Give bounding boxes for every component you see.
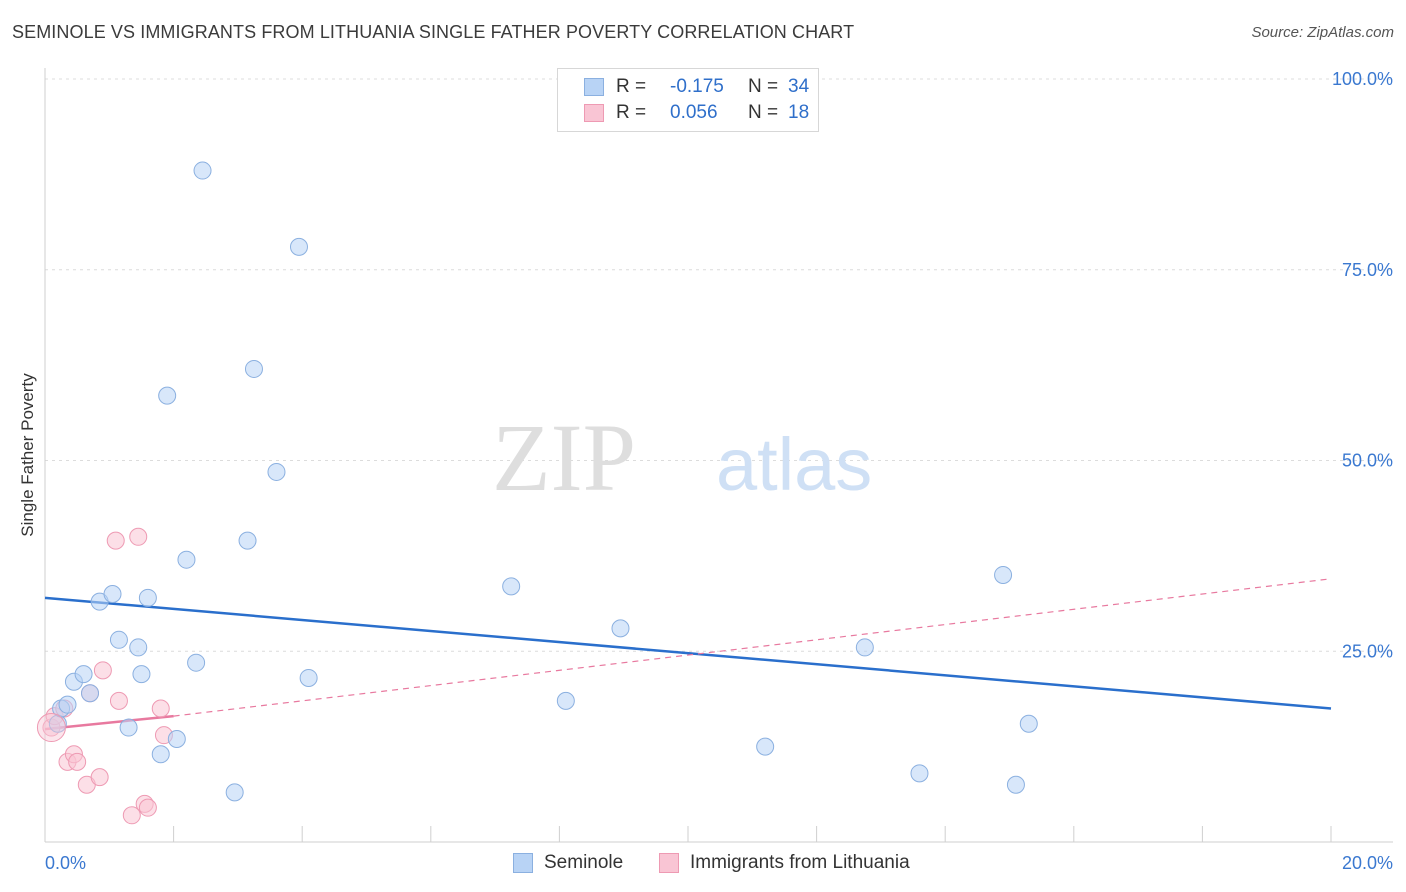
tick-labels: 25.0% 50.0% 75.0% 100.0% 0.0% 20.0% (45, 69, 1393, 873)
seminole-point (556, 691, 575, 710)
watermark: ZIP atlas (492, 404, 872, 511)
seminole-point (756, 737, 775, 756)
correlation-legend: R = -0.175 N = 34 R = 0.056 N = 18 (557, 68, 819, 132)
seminole-point (132, 665, 151, 684)
watermark-zip: ZIP (492, 404, 636, 511)
seminole-point (103, 585, 122, 604)
chart-title: SEMINOLE VS IMMIGRANTS FROM LITHUANIA SI… (12, 22, 855, 42)
lithuania-point (109, 691, 128, 710)
lithuania-swatch (659, 853, 679, 873)
seminole-point (225, 783, 244, 802)
lithuania-point (93, 661, 112, 680)
axes (44, 68, 1393, 843)
seminole-point (994, 565, 1013, 584)
seminole-point (167, 729, 186, 748)
lithuania-point (106, 531, 125, 550)
y-tick-label: 50.0% (1342, 451, 1393, 471)
x-tick-label-min: 0.0% (45, 853, 86, 873)
lithuania-point (122, 806, 141, 825)
seminole-point (187, 653, 206, 672)
seminole-swatch (584, 78, 604, 96)
seminole-point (244, 359, 263, 378)
y-tick-label: 75.0% (1342, 260, 1393, 280)
n-label: N = (748, 102, 779, 123)
seminole-point (299, 668, 318, 687)
seminole-point (267, 462, 286, 481)
seminole-point (177, 550, 196, 569)
data-points (36, 161, 1038, 825)
seminole-trend-line (44, 596, 1332, 710)
watermark-atlas: atlas (716, 423, 872, 506)
n-value: 18 (788, 102, 810, 123)
seminole-point (58, 695, 77, 714)
seminole-point (1006, 775, 1025, 794)
seminole-swatch (513, 853, 533, 873)
seminole-point (855, 638, 874, 657)
lithuania-point (129, 527, 148, 546)
seminole-point (910, 764, 929, 783)
source-label: Source: ZipAtlas.com (1251, 24, 1394, 41)
lithuania-trend-line (44, 714, 174, 731)
seminole-point (158, 386, 177, 405)
seminole-point (193, 161, 212, 180)
seminole-point (138, 588, 157, 607)
lithuania-point (68, 752, 87, 771)
legend-label-seminole: Seminole (544, 852, 624, 873)
seminole-point (119, 718, 138, 737)
seminole-point (611, 619, 630, 638)
series-legend: Seminole Immigrants from Lithuania (0, 852, 1406, 878)
lithuania-swatch (584, 104, 604, 122)
x-tick-label-max: 20.0% (1342, 853, 1393, 873)
n-value: 34 (788, 76, 810, 97)
legend-item-lithuania: Immigrants from Lithuania (659, 852, 910, 874)
legend-item-seminole: Seminole (513, 852, 623, 874)
lithuania-point (151, 699, 170, 718)
seminole-point (289, 237, 308, 256)
r-value: -0.175 (670, 76, 724, 97)
seminole-point (129, 638, 148, 657)
lithuania-point (90, 768, 109, 787)
lithuania-trend-line-dashed (173, 578, 1332, 717)
seminole-point (109, 630, 128, 649)
legend-row-lithuania: R = 0.056 N = 18 (584, 102, 866, 124)
seminole-point (1019, 714, 1038, 733)
lithuania-point (36, 713, 66, 743)
n-label: N = (748, 76, 779, 97)
seminole-point (81, 684, 100, 703)
r-label: R = (616, 102, 647, 123)
lithuania-point (138, 798, 157, 817)
y-tick-label: 25.0% (1342, 641, 1393, 661)
r-value: 0.056 (670, 102, 718, 123)
legend-row-seminole: R = -0.175 N = 34 (584, 76, 866, 98)
r-label: R = (616, 76, 647, 97)
y-tick-label: 100.0% (1332, 69, 1393, 89)
seminole-point (238, 531, 257, 550)
seminole-point (502, 577, 521, 596)
seminole-point (151, 745, 170, 764)
seminole-point (74, 665, 93, 684)
trend-lines (44, 578, 1332, 731)
legend-label-lithuania: Immigrants from Lithuania (690, 852, 910, 873)
